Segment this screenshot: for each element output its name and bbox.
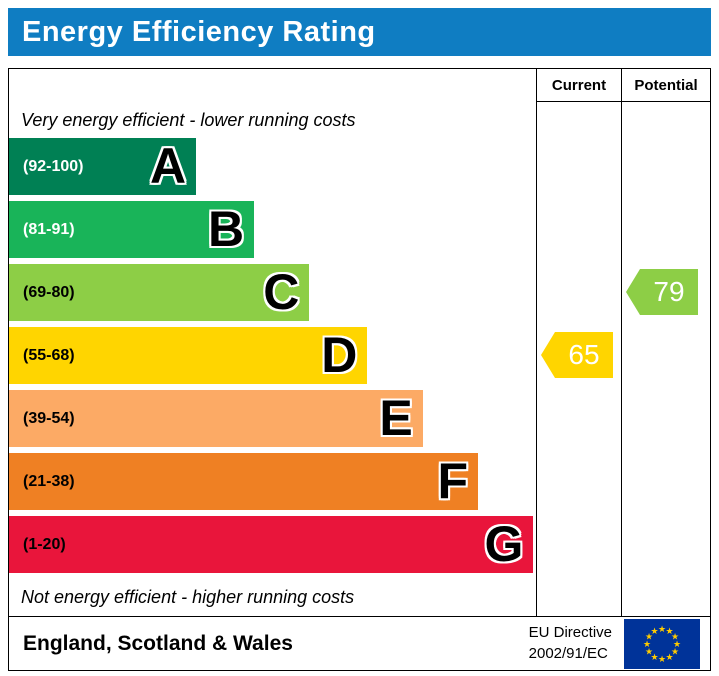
chart-footer: England, Scotland & Wales EU Directive 2… — [9, 616, 710, 670]
band-d: (55-68) D — [9, 327, 368, 384]
energy-rating-chart: Current Potential Very energy efficient … — [8, 68, 711, 671]
band-f-range: (21-38) — [23, 472, 75, 490]
eu-flag-icon: ★ ★★★★★★★★★★★ — [624, 618, 700, 669]
svg-text:★: ★ — [643, 640, 651, 650]
top-note: Very energy efficient - lower running co… — [21, 109, 356, 130]
current-rating-value: 65 — [555, 332, 613, 378]
potential-rating-value: 79 — [640, 269, 698, 315]
band-b: (81-91) B — [9, 201, 255, 258]
band-b-letter: B — [207, 201, 245, 257]
svg-text:★: ★ — [650, 653, 658, 663]
region-label: England, Scotland & Wales — [23, 631, 293, 655]
bottom-note: Not energy efficient - higher running co… — [21, 586, 355, 607]
current-pointer-arrow-icon — [541, 332, 555, 378]
column-header-potential: Potential — [621, 69, 710, 102]
band-a: (92-100) A — [9, 138, 197, 195]
bands-area: Very energy efficient - lower running co… — [9, 102, 536, 616]
band-a-range: (92-100) — [23, 157, 84, 175]
svg-text:★: ★ — [671, 632, 679, 642]
band-f-letter: F — [437, 453, 469, 509]
band-g-letter: G — [484, 516, 524, 572]
band-a-letter: A — [149, 138, 187, 194]
svg-text:★: ★ — [645, 647, 653, 657]
svg-text:★: ★ — [673, 640, 681, 650]
band-d-range: (55-68) — [23, 346, 75, 364]
band-g: (1-20) G — [9, 516, 534, 573]
potential-column: 79 — [621, 102, 710, 616]
eu-directive-label: EU Directive 2002/91/EC — [529, 623, 612, 664]
band-e-letter: E — [379, 390, 413, 446]
main-header-spacer — [9, 69, 536, 102]
band-e-range: (39-54) — [23, 409, 75, 427]
svg-text:★: ★ — [665, 627, 673, 637]
band-e: (39-54) E — [9, 390, 423, 447]
page-title: Energy Efficiency Rating — [22, 15, 376, 48]
eu-directive-line1: EU Directive — [528, 624, 612, 642]
band-c-letter: C — [263, 264, 300, 320]
title-bar: Energy Efficiency Rating — [8, 8, 711, 56]
svg-text:★: ★ — [658, 625, 666, 635]
potential-rating-pointer: 79 — [626, 269, 698, 315]
svg-text:★: ★ — [650, 627, 658, 637]
svg-text:★: ★ — [665, 653, 673, 663]
band-b-range: (81-91) — [23, 220, 75, 238]
column-header-current: Current — [536, 69, 621, 102]
current-column: 65 — [536, 102, 621, 616]
current-rating-pointer: 65 — [541, 332, 613, 378]
band-c-range: (69-80) — [23, 283, 75, 301]
band-d-letter: D — [321, 327, 358, 383]
svg-text:★: ★ — [658, 655, 666, 665]
svg-text:★: ★ — [645, 632, 653, 642]
eu-directive-line2: 2002/91/EC — [528, 644, 608, 662]
band-c: (69-80) C — [9, 264, 310, 321]
svg-text:★: ★ — [671, 647, 679, 657]
band-g-range: (1-20) — [23, 535, 66, 553]
potential-pointer-arrow-icon — [626, 269, 640, 315]
band-f: (21-38) F — [9, 453, 479, 510]
